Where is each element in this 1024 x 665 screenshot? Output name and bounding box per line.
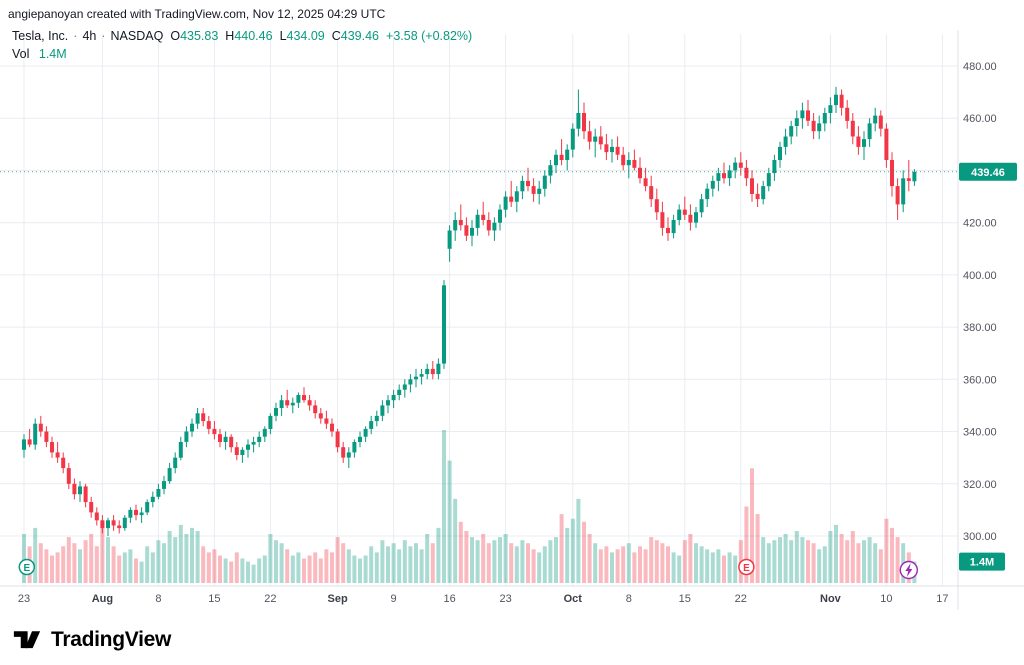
svg-text:23: 23 <box>18 593 30 605</box>
svg-text:16: 16 <box>443 593 455 605</box>
candlesticks <box>22 86 917 536</box>
svg-text:300.00: 300.00 <box>963 531 997 543</box>
exchange-label: NASDAQ <box>110 29 164 43</box>
svg-text:22: 22 <box>264 593 276 605</box>
open-label: O <box>170 29 181 43</box>
svg-text:17: 17 <box>936 593 948 605</box>
svg-text:15: 15 <box>208 593 220 605</box>
svg-text:320.00: 320.00 <box>963 479 997 491</box>
footer-branding: TradingView <box>12 625 171 655</box>
svg-text:9: 9 <box>391 593 397 605</box>
interval-label[interactable]: 4h <box>82 29 97 43</box>
svg-text:439.46: 439.46 <box>971 167 1005 179</box>
svg-text:15: 15 <box>679 593 691 605</box>
symbol-name[interactable]: Tesla, Inc. <box>12 29 69 43</box>
open-value: 435.83 <box>180 29 219 43</box>
tradingview-logo-icon <box>13 631 41 649</box>
low-value: 434.09 <box>286 29 325 43</box>
svg-text:Oct: Oct <box>564 593 583 605</box>
svg-text:380.00: 380.00 <box>963 322 997 334</box>
grid-lines <box>0 34 958 586</box>
attribution-text: angiepanoyan created with TradingView.co… <box>8 7 386 21</box>
close-label: C <box>331 29 341 43</box>
svg-text:E: E <box>743 563 750 574</box>
svg-text:8: 8 <box>626 593 632 605</box>
svg-text:1.4M: 1.4M <box>970 557 994 569</box>
svg-text:400.00: 400.00 <box>963 270 997 282</box>
svg-text:420.00: 420.00 <box>963 218 997 230</box>
svg-text:480.00: 480.00 <box>963 61 997 73</box>
svg-text:340.00: 340.00 <box>963 427 997 439</box>
price-axis[interactable]: 480.00460.00440.00420.00400.00380.00360.… <box>957 30 1017 610</box>
svg-text:Aug: Aug <box>92 593 113 605</box>
close-value: 439.46 <box>340 29 380 43</box>
svg-text:E: E <box>23 563 30 574</box>
legend-line-1: Tesla, Inc. · 4h · NASDAQ O 435.83 H 440.4… <box>12 29 472 43</box>
volume-bars <box>22 430 917 584</box>
svg-text:8: 8 <box>155 593 161 605</box>
volume-value: 1.4M <box>38 47 67 61</box>
legend-line-2: Vol 1.4M <box>12 47 472 61</box>
svg-text:22: 22 <box>735 593 747 605</box>
high-label: H <box>225 29 235 43</box>
separator-dot: · <box>73 29 78 43</box>
volume-label[interactable]: Vol <box>12 47 30 61</box>
tradingview-logo-text: TradingView <box>51 628 172 651</box>
time-axis[interactable]: 23 Aug 8 15 22 Sep 9 16 23 Oct 8 15 22 Nov 10 17 <box>0 585 1024 605</box>
svg-text:10: 10 <box>880 593 892 605</box>
low-label: L <box>279 29 287 43</box>
separator-dot: · <box>101 29 106 43</box>
high-value: 440.46 <box>234 29 273 43</box>
svg-text:23: 23 <box>499 593 511 605</box>
svg-text:Nov: Nov <box>820 593 842 605</box>
svg-text:460.00: 460.00 <box>963 113 997 125</box>
symbol-legend: Tesla, Inc. · 4h · NASDAQ O 435.83 H 440.4… <box>12 29 472 61</box>
svg-text:Sep: Sep <box>328 593 348 605</box>
svg-text:360.00: 360.00 <box>963 374 997 386</box>
change-value: +3.58 (+0.82%) <box>386 29 473 43</box>
